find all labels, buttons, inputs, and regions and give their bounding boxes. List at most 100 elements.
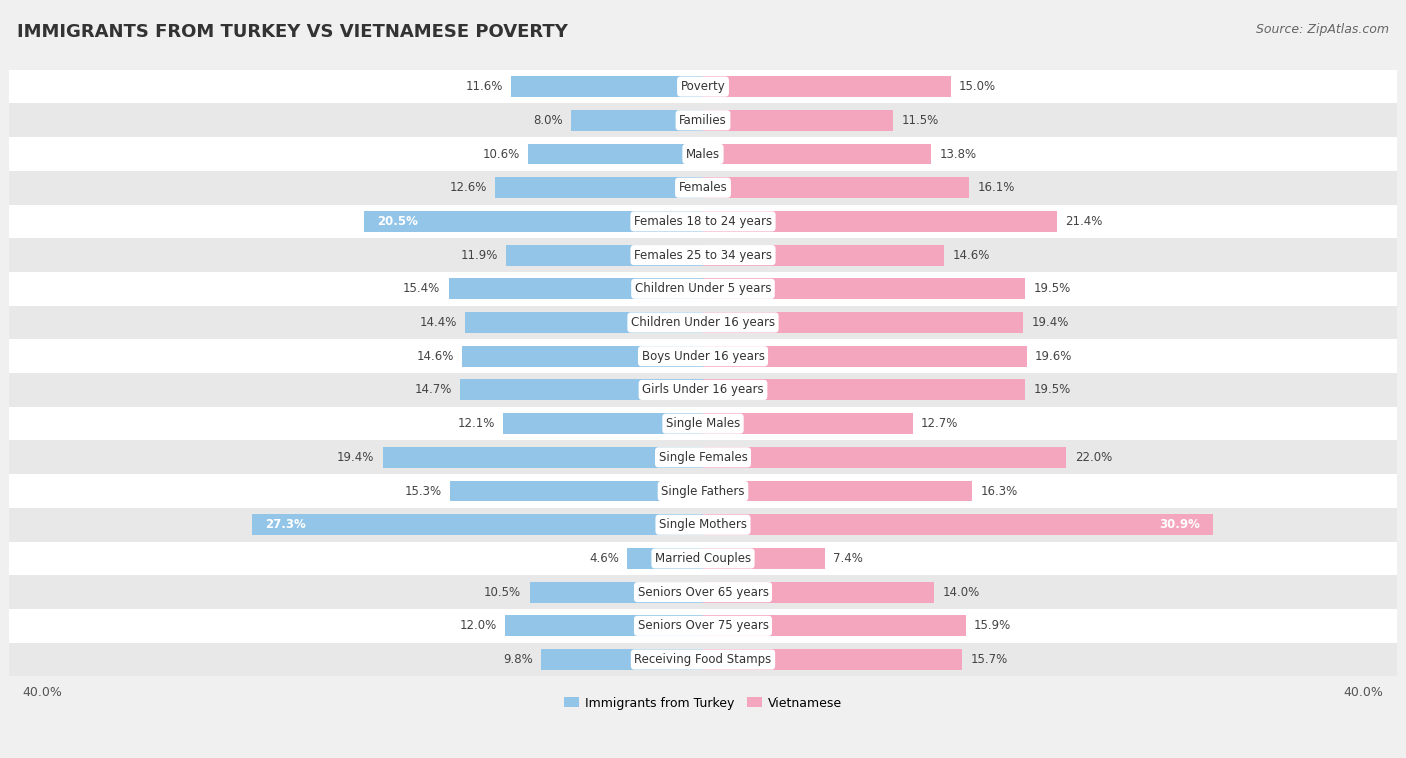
- Bar: [703, 615, 966, 636]
- Bar: [703, 514, 1213, 535]
- Bar: [461, 346, 703, 367]
- Legend: Immigrants from Turkey, Vietnamese: Immigrants from Turkey, Vietnamese: [558, 691, 848, 715]
- Bar: [703, 481, 973, 502]
- Text: 12.1%: 12.1%: [457, 417, 495, 430]
- Text: Source: ZipAtlas.com: Source: ZipAtlas.com: [1256, 23, 1389, 36]
- Text: 16.1%: 16.1%: [977, 181, 1015, 194]
- Text: Married Couples: Married Couples: [655, 552, 751, 565]
- Text: 14.0%: 14.0%: [942, 586, 980, 599]
- Text: Receiving Food Stamps: Receiving Food Stamps: [634, 653, 772, 666]
- Bar: [10, 643, 1396, 676]
- Text: Families: Families: [679, 114, 727, 127]
- Bar: [530, 581, 703, 603]
- Bar: [703, 76, 950, 97]
- Text: 14.7%: 14.7%: [415, 384, 451, 396]
- Text: Single Fathers: Single Fathers: [661, 484, 745, 497]
- Text: 14.4%: 14.4%: [419, 316, 457, 329]
- Text: 11.9%: 11.9%: [461, 249, 498, 262]
- Bar: [703, 312, 1024, 333]
- Text: 19.4%: 19.4%: [1032, 316, 1069, 329]
- Text: 9.8%: 9.8%: [503, 653, 533, 666]
- Text: 11.6%: 11.6%: [465, 80, 503, 93]
- Text: 14.6%: 14.6%: [416, 349, 454, 363]
- Text: Females: Females: [679, 181, 727, 194]
- Bar: [10, 205, 1396, 238]
- Bar: [10, 340, 1396, 373]
- Text: 21.4%: 21.4%: [1064, 215, 1102, 228]
- Bar: [465, 312, 703, 333]
- Bar: [703, 211, 1056, 232]
- Bar: [503, 413, 703, 434]
- Bar: [512, 76, 703, 97]
- Text: Single Females: Single Females: [658, 451, 748, 464]
- Text: Seniors Over 65 years: Seniors Over 65 years: [637, 586, 769, 599]
- Bar: [10, 272, 1396, 305]
- Bar: [506, 245, 703, 265]
- Bar: [10, 70, 1396, 103]
- Text: 4.6%: 4.6%: [589, 552, 619, 565]
- Bar: [450, 481, 703, 502]
- Bar: [703, 413, 912, 434]
- Text: Single Mothers: Single Mothers: [659, 518, 747, 531]
- Bar: [10, 508, 1396, 541]
- Bar: [703, 581, 934, 603]
- Text: 12.0%: 12.0%: [460, 619, 496, 632]
- Bar: [703, 346, 1026, 367]
- Text: 30.9%: 30.9%: [1160, 518, 1201, 531]
- Bar: [252, 514, 703, 535]
- Text: Children Under 5 years: Children Under 5 years: [634, 282, 772, 296]
- Bar: [10, 373, 1396, 407]
- Bar: [382, 447, 703, 468]
- Text: Children Under 16 years: Children Under 16 years: [631, 316, 775, 329]
- Text: Single Males: Single Males: [666, 417, 740, 430]
- Bar: [703, 245, 945, 265]
- Text: 10.5%: 10.5%: [484, 586, 522, 599]
- Text: Females 25 to 34 years: Females 25 to 34 years: [634, 249, 772, 262]
- Bar: [10, 575, 1396, 609]
- Bar: [10, 137, 1396, 171]
- Text: 13.8%: 13.8%: [939, 148, 976, 161]
- Bar: [703, 177, 969, 198]
- Text: Boys Under 16 years: Boys Under 16 years: [641, 349, 765, 363]
- Bar: [10, 609, 1396, 643]
- Text: Males: Males: [686, 148, 720, 161]
- Bar: [10, 238, 1396, 272]
- Text: 19.6%: 19.6%: [1035, 349, 1073, 363]
- Bar: [460, 380, 703, 400]
- Text: 12.6%: 12.6%: [450, 181, 486, 194]
- Bar: [364, 211, 703, 232]
- Bar: [449, 278, 703, 299]
- Text: 12.7%: 12.7%: [921, 417, 959, 430]
- Text: Females 18 to 24 years: Females 18 to 24 years: [634, 215, 772, 228]
- Bar: [541, 649, 703, 670]
- Bar: [627, 548, 703, 568]
- Text: 15.3%: 15.3%: [405, 484, 441, 497]
- Text: 19.5%: 19.5%: [1033, 384, 1070, 396]
- Text: 8.0%: 8.0%: [533, 114, 562, 127]
- Bar: [10, 305, 1396, 340]
- Text: 16.3%: 16.3%: [980, 484, 1018, 497]
- Text: 15.4%: 15.4%: [404, 282, 440, 296]
- Bar: [10, 103, 1396, 137]
- Bar: [703, 110, 893, 130]
- Bar: [495, 177, 703, 198]
- Text: 10.6%: 10.6%: [482, 148, 520, 161]
- Bar: [527, 143, 703, 164]
- Text: Girls Under 16 years: Girls Under 16 years: [643, 384, 763, 396]
- Bar: [703, 548, 825, 568]
- Bar: [703, 278, 1025, 299]
- Bar: [10, 407, 1396, 440]
- Bar: [703, 143, 931, 164]
- Text: IMMIGRANTS FROM TURKEY VS VIETNAMESE POVERTY: IMMIGRANTS FROM TURKEY VS VIETNAMESE POV…: [17, 23, 568, 41]
- Bar: [10, 475, 1396, 508]
- Text: 7.4%: 7.4%: [834, 552, 863, 565]
- Text: 15.9%: 15.9%: [974, 619, 1011, 632]
- Text: 15.0%: 15.0%: [959, 80, 997, 93]
- Text: 19.5%: 19.5%: [1033, 282, 1070, 296]
- Text: 20.5%: 20.5%: [378, 215, 419, 228]
- Text: 14.6%: 14.6%: [952, 249, 990, 262]
- Text: 19.4%: 19.4%: [337, 451, 374, 464]
- Bar: [703, 447, 1066, 468]
- Text: 22.0%: 22.0%: [1074, 451, 1112, 464]
- Bar: [571, 110, 703, 130]
